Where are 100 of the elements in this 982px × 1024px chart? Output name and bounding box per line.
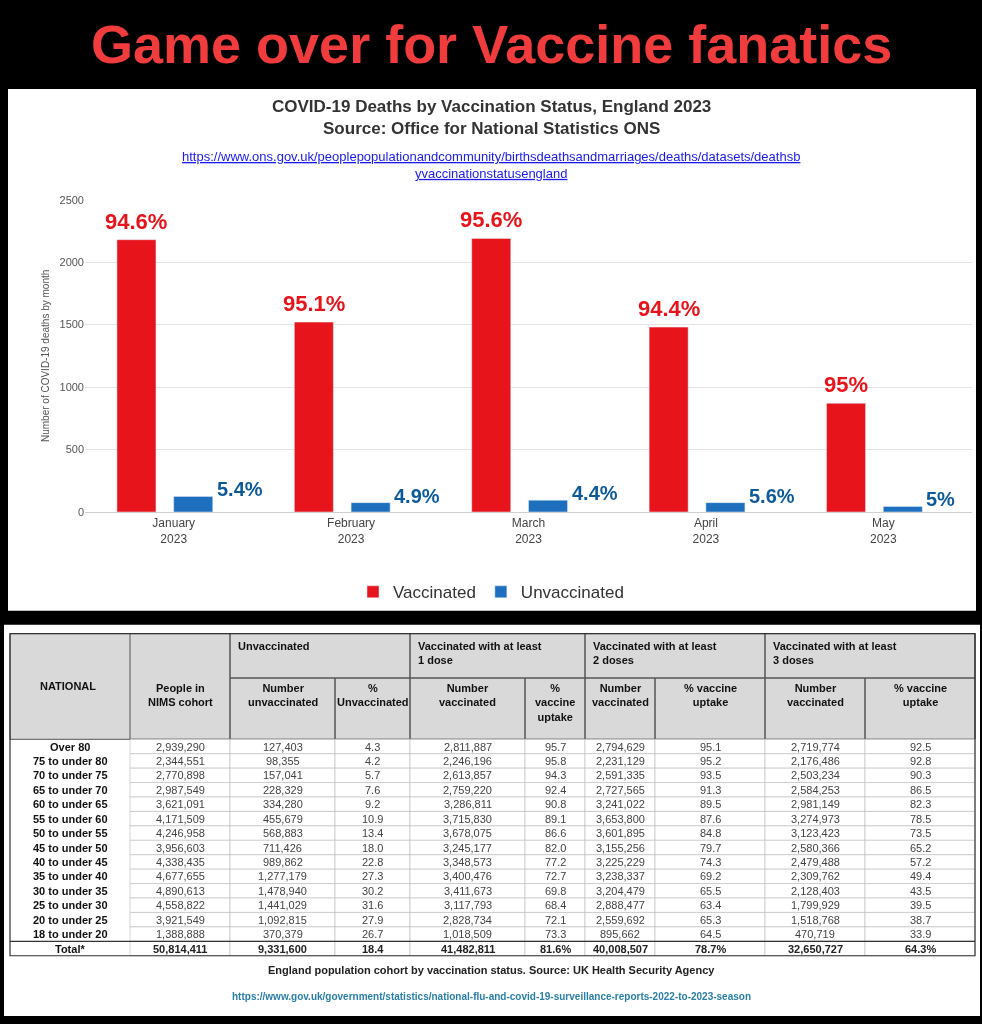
- bar: [648, 326, 689, 512]
- data-label: 3,921,549: [156, 914, 205, 926]
- data-label: 3,715,830: [443, 813, 492, 825]
- data-label: 2,309,762: [791, 870, 840, 882]
- text: NATIONAL: [40, 680, 97, 692]
- data-label: 90.3: [910, 769, 932, 781]
- text: https://www.ons.gov.uk/peoplepopulationandcommunity/birthsdeathsandmarriages/deaths/datasets/deathsb yvaccinationstatusengland: [182, 149, 801, 181]
- y-tick-label: 55 to under 60: [33, 813, 108, 825]
- data-label: 2,888,477: [596, 899, 645, 911]
- data-label: 2,987,549: [156, 784, 205, 796]
- data-label: 895,662: [600, 928, 640, 940]
- text: Vaccinated with at least 3 doses: [773, 640, 897, 667]
- data-label: 43.5: [910, 885, 932, 897]
- data-label: 18.4: [362, 943, 385, 955]
- data-label: 4,171,509: [156, 813, 205, 825]
- y-tick-label: 1000: [59, 380, 84, 393]
- data-label: 41,482,811: [441, 943, 496, 955]
- data-label: 2,128,403: [791, 885, 840, 897]
- data-label: 3,245,177: [443, 842, 492, 854]
- bar: [471, 238, 512, 512]
- data-label: 82.0: [545, 842, 567, 854]
- annotation: 5%: [926, 488, 956, 510]
- data-label: 3,204,479: [596, 885, 645, 897]
- x-tick-label: Number vaccinated: [787, 682, 844, 709]
- data-label: 64.3%: [905, 943, 937, 955]
- y-axis-title: Number of COVID-19 deaths by month: [39, 269, 51, 443]
- x-tick-label: % vaccine uptake: [894, 682, 948, 709]
- x-tick-label: Number vaccinated: [592, 682, 649, 709]
- chart-subtitle: COVID-19 Deaths by Vaccination Status, England 2023 Source: Office for National Statistics ONS: [272, 97, 712, 139]
- data-label: 65.5: [700, 885, 722, 897]
- data-label: 2,719,774: [791, 741, 840, 753]
- y-tick-label: Total*: [55, 943, 86, 955]
- data-label: 2,231,129: [596, 755, 645, 767]
- data-label: 3,241,022: [596, 798, 645, 810]
- data-label: 1,388,888: [156, 928, 205, 940]
- data-label: 455,679: [263, 813, 303, 825]
- data-label: 79.7: [700, 842, 722, 854]
- data-label: 2,591,335: [596, 769, 645, 781]
- data-label: 86.6: [545, 827, 567, 839]
- data-label: 49.4: [910, 870, 932, 882]
- data-label: 81.6%: [540, 943, 572, 955]
- data-label: 157,041: [263, 769, 303, 781]
- data-label: 4,677,655: [156, 870, 205, 882]
- data-label: 9,331,600: [258, 943, 307, 955]
- data-label: 26.7: [362, 928, 384, 940]
- data-label: 7.6: [365, 784, 381, 796]
- data-label: 91.3: [700, 784, 722, 796]
- data-label: 1,518,768: [791, 914, 840, 926]
- bar: [350, 502, 391, 512]
- data-label: 1,478,940: [258, 885, 307, 897]
- x-tick-label: % vaccine uptake: [684, 682, 738, 709]
- bar: [883, 506, 923, 512]
- text: Unvaccinated: [238, 640, 310, 652]
- data-label: 40,008,507: [593, 943, 649, 955]
- x-tick-label: People in NIMS cohort: [148, 682, 214, 709]
- data-label: 2,828,734: [443, 914, 492, 926]
- data-label: 39.5: [910, 899, 932, 911]
- data-label: 87.6: [700, 813, 722, 825]
- annotation: 4.4%: [572, 482, 618, 504]
- y-tick-label: 18 to under 20: [33, 928, 108, 940]
- data-label: 69.2: [700, 870, 722, 882]
- data-label: 9.2: [365, 798, 381, 810]
- data-label: 32,650,727: [788, 943, 844, 955]
- x-tick-label: % Unvaccinated: [337, 682, 409, 709]
- x-tick-label: Number vaccinated: [439, 682, 496, 709]
- data-label: 72.7: [545, 870, 567, 882]
- data-label: 5.7: [365, 769, 381, 781]
- data-label: 50,814,411: [153, 943, 208, 955]
- annotation: 4.9%: [394, 485, 440, 507]
- data-label: 4,338,435: [156, 856, 205, 868]
- data-label: 3,274,973: [791, 813, 840, 825]
- y-tick-label: 500: [65, 443, 84, 456]
- data-label: 33.9: [910, 928, 932, 940]
- data-label: 1,277,179: [258, 870, 307, 882]
- annotation: 95.6%: [460, 207, 523, 232]
- annotation: 95.1%: [283, 291, 346, 316]
- data-label: 92.5: [910, 741, 932, 753]
- data-label: 72.1: [545, 914, 567, 926]
- text: England population cohort by vaccination status. Source: UK Health Security Agency: [268, 964, 716, 976]
- data-label: 711,426: [263, 842, 302, 854]
- data-label: 2,246,196: [443, 755, 492, 767]
- y-tick-label: 75 to under 80: [33, 755, 108, 767]
- data-label: 4,558,822: [156, 899, 205, 911]
- data-label: 4,246,958: [156, 827, 205, 839]
- x-tick-label: Number unvaccinated: [248, 682, 319, 709]
- data-label: 334,280: [263, 798, 303, 810]
- data-label: 2,939,290: [156, 741, 205, 753]
- data-label: 95.1: [700, 741, 722, 753]
- data-label: 470,719: [795, 928, 835, 940]
- data-label: 82.3: [910, 798, 932, 810]
- data-label: 18.0: [362, 842, 384, 854]
- annotation: 94.6%: [105, 209, 168, 234]
- y-tick-label: Over 80: [50, 741, 91, 753]
- x-tick-label: March 2023: [511, 516, 546, 546]
- data-label: 1,799,929: [791, 899, 840, 911]
- data-label: 2,613,857: [443, 769, 492, 781]
- data-label: 92.8: [910, 755, 932, 767]
- legend-label: Unvaccinated: [520, 583, 624, 603]
- bar: [826, 403, 866, 512]
- data-label: 228,329: [263, 784, 303, 796]
